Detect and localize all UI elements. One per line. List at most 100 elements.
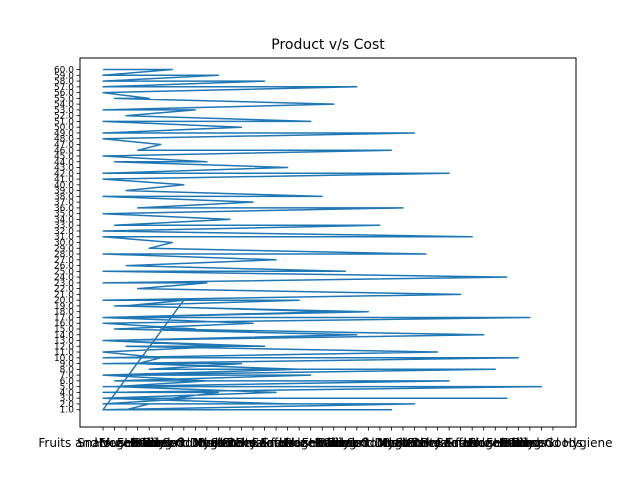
x-tick-label: Canned xyxy=(322,436,368,450)
y-tick-label: 16.0 xyxy=(54,319,74,329)
x-tick-label: Snack Foods xyxy=(77,436,152,450)
y-tick-label: 38.0 xyxy=(54,192,74,202)
y-tick-label: 33.0 xyxy=(54,221,74,231)
x-tick-label: Snack Foods xyxy=(262,436,337,450)
x-tick-label: Meat xyxy=(377,436,407,450)
y-tick-label: 51.0 xyxy=(54,117,74,127)
x-tick-label: Fruits and Vegetables xyxy=(407,436,536,450)
y-tick-label: 27.0 xyxy=(54,256,74,266)
y-tick-label: 25.0 xyxy=(54,267,74,277)
y-tick-label: 53.0 xyxy=(54,106,74,116)
y-tick-label: 47.0 xyxy=(54,140,74,150)
y-tick-label: 40.0 xyxy=(54,181,74,191)
y-tick-label: 26.0 xyxy=(54,262,74,272)
x-tick-label: Dairy xyxy=(502,436,534,450)
y-tick-label: 15.0 xyxy=(54,325,74,335)
x-tick-label: Starchy Foods xyxy=(395,436,480,450)
x-tick-label: Breakfast xyxy=(421,436,478,450)
y-tick-label: 12.0 xyxy=(54,342,74,352)
y-tick-label: 3.0 xyxy=(60,394,75,404)
y-tick-label: 18.0 xyxy=(54,308,74,318)
y-tick-label: 29.0 xyxy=(54,244,74,254)
y-tick-label: 11.0 xyxy=(54,348,74,358)
y-tick-label: 45.0 xyxy=(54,152,74,162)
chart-title: Product v/s Cost xyxy=(271,37,385,53)
x-tick-label: Health and Hygiene xyxy=(124,436,243,450)
y-tick-label: 24.0 xyxy=(54,273,74,283)
x-tick-label: Fruits and Vegetables xyxy=(38,436,167,450)
y-tick-label: 41.0 xyxy=(54,175,74,185)
y-tick-label: 8.0 xyxy=(60,365,75,375)
x-tick-label: Health and Hygiene xyxy=(493,436,612,450)
x-tick-label: Baking Goods xyxy=(315,436,398,450)
y-tick-label: 44.0 xyxy=(54,158,74,168)
y-tick-label: 34.0 xyxy=(54,215,74,225)
y-axis: 1.02.03.04.05.06.07.08.09.010.011.012.01… xyxy=(54,66,80,416)
x-tick-label: Baking Goods xyxy=(131,436,214,450)
y-tick-label: 56.0 xyxy=(54,89,74,99)
y-tick-label: 28.0 xyxy=(54,250,74,260)
x-tick-label: Hard Drinks xyxy=(195,436,266,450)
x-tick-label: Soft Drinks xyxy=(347,436,413,450)
x-tick-label: Seafood xyxy=(436,436,485,450)
y-tick-label: 17.0 xyxy=(54,313,74,323)
x-tick-label: Soft Drinks xyxy=(162,436,228,450)
x-tick-label: Dairy xyxy=(133,436,165,450)
y-tick-label: 7.0 xyxy=(60,371,75,381)
y-tick-label: 35.0 xyxy=(54,210,74,220)
y-tick-label: 5.0 xyxy=(60,383,75,393)
y-tick-label: 22.0 xyxy=(54,285,74,295)
y-tick-label: 32.0 xyxy=(54,227,74,237)
x-tick-label: Health and Hygiene xyxy=(309,436,428,450)
y-tick-label: 13.0 xyxy=(54,337,74,347)
x-tick-label: Frozen Foods xyxy=(99,436,177,450)
x-tick-label: Seafood xyxy=(252,436,301,450)
x-tick-label: Breads xyxy=(198,436,240,450)
y-tick-label: 37.0 xyxy=(54,198,74,208)
y-tick-label: 9.0 xyxy=(60,360,75,370)
y-tick-label: 58.0 xyxy=(54,77,74,87)
x-tick-label: Dairy xyxy=(318,436,350,450)
x-tick-label: Frozen Foods xyxy=(283,436,361,450)
x-tick-label: Frozen Foods xyxy=(468,436,546,450)
x-tick-label: Others xyxy=(221,436,261,450)
y-tick-label: 54.0 xyxy=(54,100,74,110)
y-tick-label: 52.0 xyxy=(54,112,74,122)
y-tick-label: 19.0 xyxy=(54,302,74,312)
y-tick-label: 39.0 xyxy=(54,187,74,197)
series-line xyxy=(102,68,543,411)
plot-content xyxy=(102,68,543,411)
y-tick-label: 43.0 xyxy=(54,164,74,174)
x-tick-label: Canned xyxy=(138,436,184,450)
y-tick-label: 57.0 xyxy=(54,83,74,93)
y-tick-label: 55.0 xyxy=(54,94,74,104)
plot-frame xyxy=(79,57,577,428)
y-tick-label: 42.0 xyxy=(54,169,74,179)
x-tick-label: Breads xyxy=(382,436,424,450)
x-tick-label: Household xyxy=(94,436,158,450)
y-tick-label: 48.0 xyxy=(54,135,74,145)
y-tick-label: 4.0 xyxy=(60,388,75,398)
y-tick-label: 30.0 xyxy=(54,239,74,249)
x-tick-label: Household xyxy=(279,436,343,450)
y-tick-label: 20.0 xyxy=(54,296,74,306)
x-tick-label: Fruits and Vegetables xyxy=(223,436,352,450)
y-tick-label: 6.0 xyxy=(60,377,75,387)
y-tick-label: 31.0 xyxy=(54,233,74,243)
x-tick-label: Meat xyxy=(192,436,222,450)
y-tick-label: 36.0 xyxy=(54,204,74,214)
y-tick-label: 1.0 xyxy=(60,406,75,416)
x-tick-label: Baking Goods xyxy=(500,436,583,450)
y-tick-label: 21.0 xyxy=(54,290,74,300)
x-tick-label: Hard Drinks xyxy=(379,436,450,450)
y-tick-label: 2.0 xyxy=(60,400,75,410)
x-tick-label: Starchy Foods xyxy=(211,436,296,450)
x-tick-label: Canned xyxy=(507,436,553,450)
y-tick-label: 59.0 xyxy=(54,71,74,81)
x-tick-label: Snack Foods xyxy=(446,436,521,450)
y-tick-label: 23.0 xyxy=(54,279,74,289)
y-tick-label: 49.0 xyxy=(54,129,74,139)
